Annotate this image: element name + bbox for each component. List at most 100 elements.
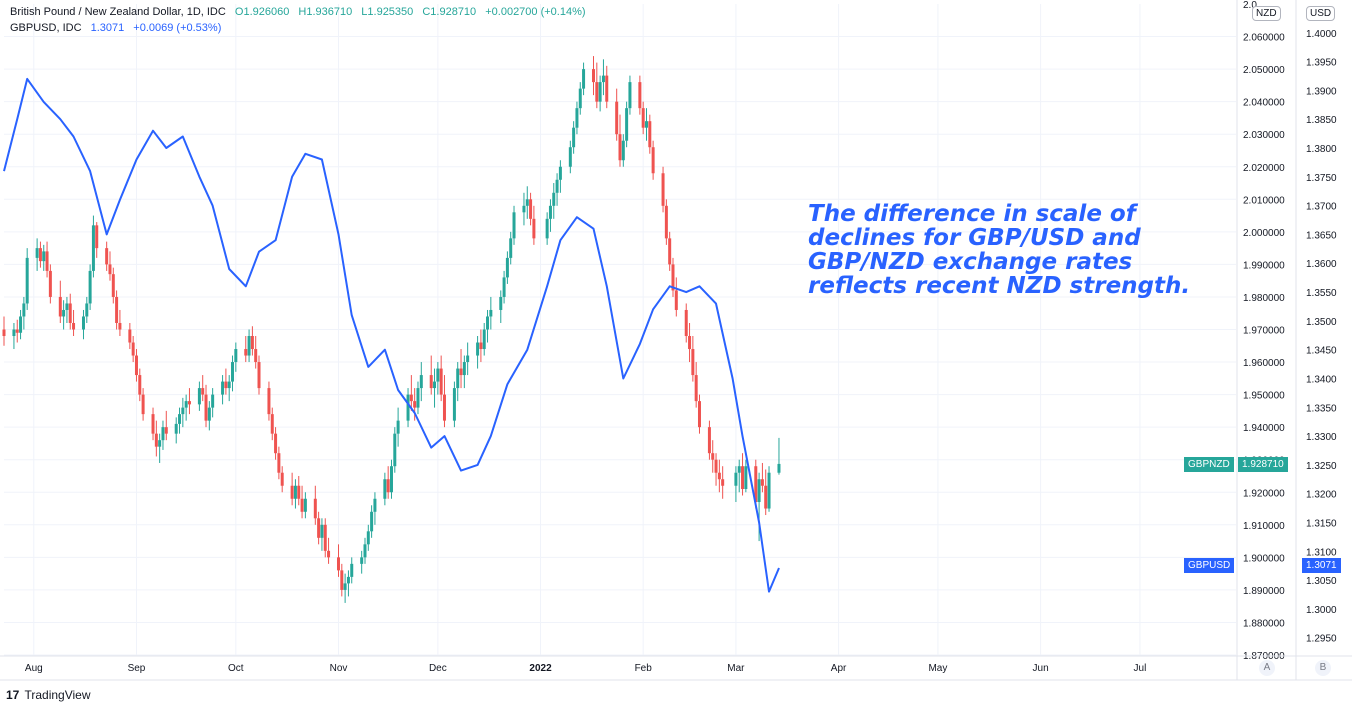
candle [684, 303, 688, 343]
candle [201, 375, 205, 402]
candle [416, 381, 420, 415]
candle [512, 205, 516, 245]
time-axis-tick-label: Jul [1134, 663, 1147, 674]
candle [615, 88, 619, 141]
time-axis-tick-label: Aug [25, 663, 43, 674]
left-axis-tick-label: 1.980000 [1243, 293, 1285, 304]
candle [22, 296, 26, 330]
left-axis-tick-label: 1.960000 [1243, 358, 1285, 369]
candle [204, 384, 208, 428]
candle [274, 427, 278, 460]
candle [350, 557, 354, 584]
candle [383, 472, 387, 506]
candle [111, 267, 115, 304]
candle-body [509, 238, 513, 258]
annotation-line: GBP/NZD exchange rates [808, 249, 1133, 275]
candle [386, 466, 390, 499]
candle-body [396, 420, 400, 434]
candle-body [479, 342, 483, 350]
candle-body [320, 524, 324, 538]
candle-body [436, 368, 440, 382]
scale-button-a[interactable]: A [1259, 660, 1275, 676]
right-axis-tick-label: 1.3850 [1306, 115, 1337, 126]
candle-body [545, 218, 549, 239]
main-symbol-title[interactable]: British Pound / New Zealand Dollar, 1D, … [10, 6, 226, 18]
candle-body [224, 381, 228, 389]
candle [105, 241, 109, 271]
candle-body [674, 290, 678, 310]
candle-body [231, 362, 235, 382]
right-currency-tag[interactable]: USD [1306, 6, 1336, 21]
candle [154, 420, 158, 457]
candle [456, 362, 460, 402]
candle [644, 108, 648, 141]
tradingview-brand[interactable]: 17 TradingView [6, 688, 91, 702]
candle-body [389, 466, 393, 493]
candle [721, 466, 725, 499]
candle-body [19, 316, 23, 333]
candle-body [664, 205, 668, 239]
left-axis-tick-label: 1.900000 [1243, 553, 1285, 564]
candle [714, 453, 718, 486]
candle-body [108, 264, 112, 275]
candle [499, 290, 503, 323]
candle [244, 336, 248, 363]
gbpnzd-price-label: 1.928710 [1238, 457, 1288, 472]
right-axis-tick-label: 1.3000 [1306, 605, 1337, 616]
candle [234, 342, 238, 372]
candle-body [406, 394, 410, 421]
candle [72, 309, 76, 337]
candle-body [327, 550, 331, 558]
candle-body [131, 342, 135, 356]
scale-button-b[interactable]: B [1315, 660, 1331, 676]
left-axis-tick-label: 1.890000 [1243, 586, 1285, 597]
candle-body [661, 173, 665, 206]
candle-body [204, 394, 208, 421]
candle-body [350, 563, 354, 577]
candle-body [187, 401, 191, 405]
candle-body [714, 459, 718, 473]
candle [81, 309, 85, 340]
candle-body [174, 423, 178, 434]
candle [462, 355, 466, 389]
candle [336, 544, 340, 577]
candle [767, 466, 771, 512]
candle [327, 537, 331, 564]
candle [323, 518, 327, 558]
candle [19, 309, 23, 340]
candle-body [221, 381, 225, 395]
right-axis-tick-label: 1.3800 [1306, 144, 1337, 155]
candle-body [482, 329, 486, 350]
candle-body [22, 303, 26, 317]
right-axis-tick-label: 1.3950 [1306, 58, 1337, 69]
left-currency-tag[interactable]: NZD [1252, 6, 1281, 21]
time-axis-tick-label: Sep [128, 663, 146, 674]
candle [65, 296, 69, 323]
gbpnzd-candles [2, 56, 781, 603]
candle-body [721, 479, 725, 486]
candle [555, 173, 559, 206]
candle [502, 270, 506, 304]
candle [131, 336, 135, 363]
candle [433, 368, 437, 408]
candle [476, 336, 480, 369]
left-axis-tick-label: 1.940000 [1243, 423, 1285, 434]
candle [674, 277, 678, 317]
candle-body [317, 518, 321, 538]
candle-body [303, 498, 307, 512]
candle [419, 362, 423, 402]
secondary-symbol-title[interactable]: GBPUSD, IDC [10, 22, 82, 34]
candle [118, 309, 122, 337]
candle [479, 329, 483, 363]
candle [572, 121, 576, 154]
candle-body [128, 329, 132, 343]
candle [91, 215, 95, 278]
candle-body [68, 303, 72, 323]
candle [717, 459, 721, 493]
left-axis-tick-label: 2.0 [1243, 0, 1257, 11]
secondary-change: +0.0069 (+0.53%) [133, 22, 222, 34]
gbpnzd-name-label: GBPNZD [1184, 457, 1234, 472]
candle [697, 394, 701, 434]
candle-body [694, 375, 698, 402]
